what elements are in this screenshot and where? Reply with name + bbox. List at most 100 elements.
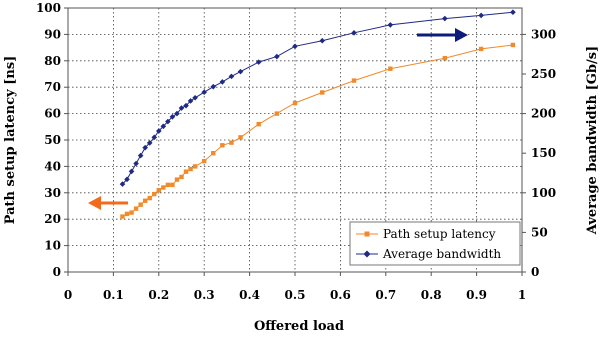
y-left-tick-label: 0 <box>53 265 61 279</box>
y-left-tick-label: 60 <box>44 107 61 121</box>
y-left-tick-label: 50 <box>44 133 61 147</box>
x-tick-label: 0.3 <box>194 288 215 302</box>
data-point-path-setup-latency <box>220 143 225 148</box>
y-right-tick-label: 50 <box>531 225 548 239</box>
y-right-tick-label: 100 <box>531 186 556 200</box>
left-axis-arrow <box>88 196 128 210</box>
legend-label-latency: Path setup latency <box>383 227 496 241</box>
legend-entry-latency: Path setup latency <box>356 227 496 241</box>
data-point-path-setup-latency <box>188 166 193 172</box>
data-point-average-bandwidth <box>187 98 194 104</box>
legend: Path setup latency Average bandwidth <box>349 221 521 266</box>
y-left-tick-label: 40 <box>44 159 61 173</box>
y-left-tick-label: 30 <box>44 186 61 200</box>
data-point-path-setup-latency <box>147 195 152 201</box>
data-point-path-setup-latency <box>442 55 448 61</box>
data-point-average-bandwidth <box>319 37 326 44</box>
y-ticks-left: 0 10 20 30 40 50 60 70 80 90 100 <box>36 1 68 279</box>
data-point-path-setup-latency <box>161 185 166 190</box>
data-point-average-bandwidth <box>292 43 298 50</box>
y-left-tick-label: 70 <box>44 80 61 94</box>
series-average-bandwidth <box>119 9 516 187</box>
data-point-average-bandwidth <box>137 152 144 159</box>
data-point-average-bandwidth <box>142 144 148 151</box>
data-point-average-bandwidth <box>255 59 262 65</box>
data-point-path-setup-latency <box>351 78 357 83</box>
x-ticks: 0 0.1 0.2 0.3 0.4 0.5 0.6 0.7 0.8 0.9 1 <box>64 272 526 302</box>
y-right-tick-label: 0 <box>531 265 539 279</box>
y-right-tick-label: 300 <box>531 27 556 41</box>
x-tick-label: 0.4 <box>239 288 260 302</box>
legend-marker-latency <box>364 231 370 237</box>
y-axis-left-title: Path setup latency [ns] <box>3 56 18 225</box>
data-point-path-setup-latency <box>156 187 161 193</box>
series-layer <box>119 9 516 219</box>
data-point-path-setup-latency <box>183 169 189 174</box>
data-point-path-setup-latency <box>202 158 207 164</box>
y-left-tick-label: 10 <box>44 239 61 253</box>
data-point-average-bandwidth <box>510 9 516 16</box>
data-point-average-bandwidth <box>174 110 180 117</box>
y-left-tick-label: 90 <box>44 27 61 41</box>
data-point-average-bandwidth <box>133 160 139 167</box>
data-point-average-bandwidth <box>201 89 207 96</box>
x-tick-label: 0 <box>64 288 72 302</box>
x-tick-label: 0.8 <box>421 288 442 302</box>
data-point-average-bandwidth <box>210 83 217 90</box>
data-point-path-setup-latency <box>174 177 180 182</box>
data-point-path-setup-latency <box>179 174 184 180</box>
data-point-path-setup-latency <box>478 46 484 52</box>
x-tick-label: 0.5 <box>285 288 306 302</box>
data-point-average-bandwidth <box>387 22 394 28</box>
data-point-path-setup-latency <box>274 111 280 116</box>
series-line-average-bandwidth <box>122 11 513 185</box>
data-point-average-bandwidth <box>228 73 235 80</box>
x-tick-label: 1 <box>518 288 526 302</box>
x-axis-title: Offered load <box>254 319 344 334</box>
legend-box <box>349 221 521 266</box>
data-point-average-bandwidth <box>192 94 198 101</box>
data-point-path-setup-latency <box>510 42 516 48</box>
legend-label-bandwidth: Average bandwidth <box>382 247 501 261</box>
y-right-tick-label: 200 <box>531 107 556 121</box>
data-point-average-bandwidth <box>169 113 176 120</box>
data-point-path-setup-latency <box>152 191 157 197</box>
data-point-path-setup-latency <box>133 206 139 211</box>
data-point-average-bandwidth <box>478 12 484 19</box>
data-point-average-bandwidth <box>128 168 135 175</box>
y-right-tick-label: 250 <box>531 67 556 81</box>
data-point-average-bandwidth <box>219 79 226 85</box>
data-point-average-bandwidth <box>237 68 244 75</box>
grid <box>68 8 522 272</box>
data-point-path-setup-latency <box>129 210 134 215</box>
data-point-path-setup-latency <box>238 135 243 140</box>
data-point-average-bandwidth <box>156 128 162 134</box>
data-point-path-setup-latency <box>211 151 216 156</box>
data-point-path-setup-latency <box>124 211 130 217</box>
data-point-average-bandwidth <box>442 15 448 22</box>
data-point-path-setup-latency <box>170 182 175 188</box>
data-point-average-bandwidth <box>151 134 158 141</box>
data-point-average-bandwidth <box>274 53 280 60</box>
data-point-path-setup-latency <box>138 202 143 207</box>
x-tick-label: 0.2 <box>148 288 169 302</box>
data-point-path-setup-latency <box>192 164 198 169</box>
data-point-path-setup-latency <box>165 182 171 188</box>
y-right-tick-label: 150 <box>531 146 556 160</box>
data-point-average-bandwidth <box>124 176 130 183</box>
x-tick-label: 0.6 <box>330 288 351 302</box>
series-path-setup-latency <box>120 42 516 219</box>
data-point-average-bandwidth <box>351 30 357 36</box>
y-ticks-right: 0 50 100 150 200 250 300 <box>522 27 556 279</box>
right-axis-arrow <box>417 28 468 42</box>
series-line-path-setup-latency <box>122 44 513 218</box>
y-axis-right-title: Average bandwidth [Gb/s] <box>585 46 600 235</box>
data-point-average-bandwidth <box>119 181 126 187</box>
data-point-path-setup-latency <box>292 100 298 106</box>
data-point-path-setup-latency <box>142 198 148 203</box>
x-tick-label: 0.1 <box>103 288 124 302</box>
legend-entry-bandwidth: Average bandwidth <box>356 247 501 261</box>
y-left-tick-label: 80 <box>44 54 61 68</box>
y-left-tick-label: 20 <box>44 212 61 226</box>
